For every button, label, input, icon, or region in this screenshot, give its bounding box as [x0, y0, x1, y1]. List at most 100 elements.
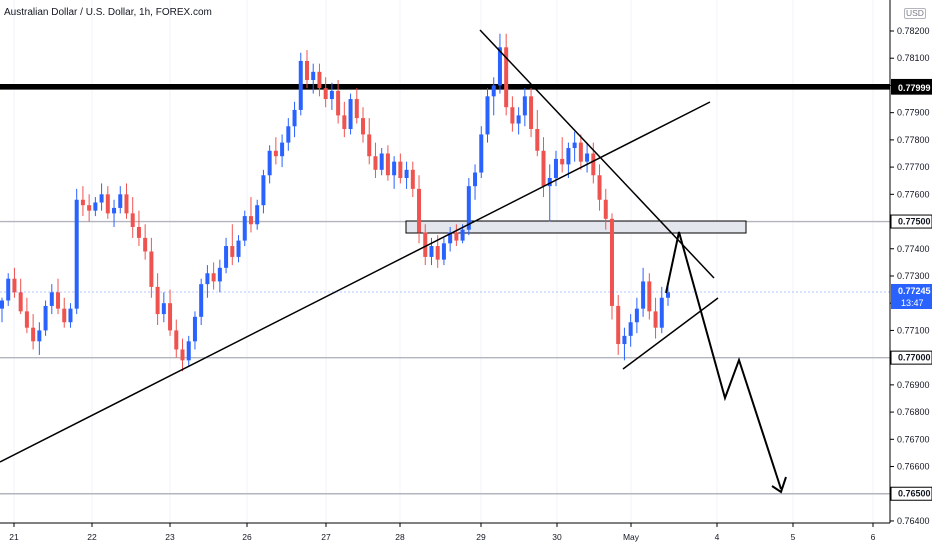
candle-body: [124, 194, 129, 214]
candle-body: [566, 148, 571, 165]
candle-body: [99, 194, 104, 203]
candle-body: [485, 96, 490, 135]
candle-body: [180, 349, 185, 361]
candle-body: [143, 237, 148, 252]
candle-body: [292, 109, 297, 127]
candle-body: [348, 99, 353, 129]
candle-body: [62, 308, 67, 323]
time-tick-label: 6: [871, 532, 876, 542]
candle-body: [460, 229, 465, 241]
candle-body: [130, 213, 135, 227]
price-level-label: 0.77500: [898, 217, 931, 227]
price-tick-label: 0.77300: [897, 271, 930, 281]
candle-body: [93, 202, 98, 211]
price-tick-label: 0.77400: [897, 244, 930, 254]
price-level-label: 0.76500: [898, 489, 931, 499]
time-tick-label: May: [623, 532, 640, 542]
candle-body: [441, 243, 446, 260]
candle-body: [118, 194, 123, 208]
candle-body: [398, 161, 403, 178]
candle-body: [211, 273, 216, 282]
currency-badge[interactable]: USD: [904, 8, 926, 19]
time-tick-label: 4: [715, 532, 720, 542]
projection-path[interactable]: [665, 231, 782, 490]
candle-body: [404, 169, 409, 178]
candlestick-series: [0, 33, 670, 372]
price-tick-label: 0.76900: [897, 380, 930, 390]
candle-body: [136, 226, 141, 238]
supply-zone-rectangle[interactable]: [405, 220, 747, 234]
candle-body: [12, 278, 17, 293]
candle-body: [298, 60, 303, 110]
candle-body: [31, 327, 36, 342]
price-level-label: 0.77999: [898, 83, 931, 93]
candle-body: [410, 169, 415, 189]
candle-body: [504, 47, 509, 108]
candle-body: [560, 158, 565, 165]
horizontal-levels[interactable]: [0, 83, 890, 495]
candle-body: [666, 292, 670, 298]
candle-body: [236, 240, 241, 257]
candle-body: [585, 153, 590, 162]
price-level-badge: [890, 350, 932, 365]
time-axis[interactable]: 21 22 23 26 27 28 29 30 May 4 5 6: [9, 523, 876, 542]
candle-body: [43, 305, 48, 331]
candle-body: [68, 308, 73, 323]
candle-body: [379, 153, 384, 170]
candle-body: [547, 177, 552, 187]
price-level-label: 0.77000: [898, 353, 931, 363]
candle-body: [24, 311, 29, 328]
price-tick-label: 0.77600: [897, 189, 930, 199]
candle-body: [261, 175, 266, 206]
candle-body: [248, 216, 253, 225]
channel-upper-line[interactable]: [622, 297, 719, 370]
candle-body: [224, 246, 229, 268]
symbol-title[interactable]: Australian Dollar / U.S. Dollar, 1h, FOR…: [4, 7, 212, 18]
candle-body: [311, 71, 316, 80]
candle-body: [205, 273, 210, 285]
candle-body: [653, 311, 658, 328]
candle-body: [634, 308, 639, 323]
current-price-badge: 0.77245 13:47: [891, 284, 932, 309]
price-level-badge: [891, 81, 932, 95]
time-tick-label: 28: [395, 532, 405, 542]
descending-trendline[interactable]: [479, 29, 715, 279]
time-tick-label: 27: [321, 532, 331, 542]
candle-body: [56, 292, 61, 309]
candle-body: [168, 303, 173, 331]
candle-body: [155, 286, 160, 315]
candle-body: [616, 305, 621, 345]
candle-body: [429, 246, 434, 257]
countdown-text: 13:47: [901, 298, 924, 308]
ascending-trendline[interactable]: [0, 101, 711, 463]
candle-body: [74, 199, 79, 309]
price-tick-label: 0.78200: [897, 26, 930, 36]
candle-body: [105, 194, 110, 214]
price-tick-label: 0.77100: [897, 325, 930, 335]
candle-body: [385, 153, 390, 176]
price-tick-label: 0.76600: [897, 462, 930, 472]
candle-body: [373, 156, 378, 170]
candle-body: [603, 199, 608, 219]
price-tick-label: 0.78100: [897, 53, 930, 63]
candle-body: [553, 158, 558, 178]
candle-body: [192, 316, 197, 342]
candle-body: [273, 150, 278, 157]
candle-body: [641, 281, 646, 309]
candle-body: [647, 281, 652, 312]
drawings[interactable]: [0, 29, 787, 494]
candle-body: [622, 335, 627, 345]
time-tick-label: 21: [9, 532, 19, 542]
candle-body: [659, 297, 664, 328]
candle-body: [242, 216, 247, 241]
candle-body: [597, 175, 602, 200]
time-tick-label: 29: [476, 532, 486, 542]
candle-body: [516, 115, 521, 124]
candle-body: [6, 278, 11, 301]
candle-body: [0, 300, 4, 309]
time-tick-label: 26: [242, 532, 252, 542]
candle-body: [454, 232, 459, 241]
